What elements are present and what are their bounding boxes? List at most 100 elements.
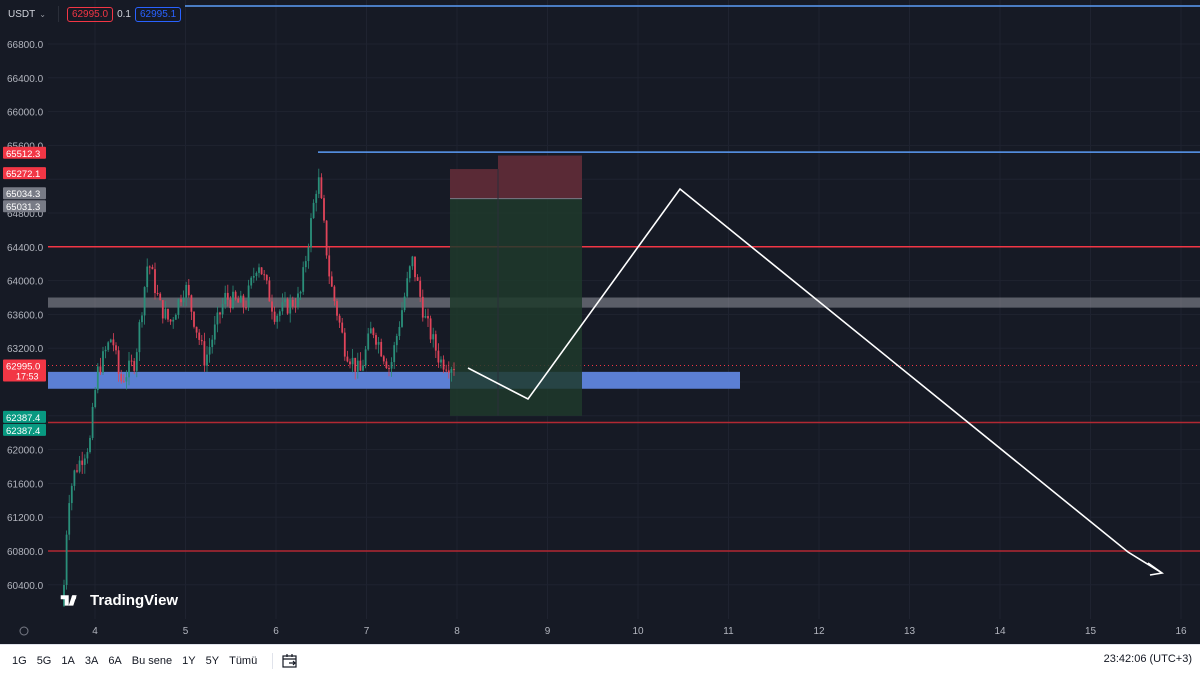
candle-body xyxy=(94,390,97,408)
sell-price-button[interactable]: 62995.0 xyxy=(66,6,114,22)
candle-body xyxy=(203,341,206,366)
stop-loss-area xyxy=(450,169,498,199)
candle-body xyxy=(393,345,396,363)
candle-body xyxy=(372,328,375,336)
price-label-box xyxy=(3,200,46,213)
time-tick-label: 16 xyxy=(1175,626,1187,637)
candle-body xyxy=(304,261,307,268)
price-label-text: 65272.1 xyxy=(6,169,40,180)
candle-body xyxy=(421,296,424,318)
candle-body xyxy=(302,267,305,292)
candle-body xyxy=(416,277,419,281)
candle-body xyxy=(398,326,401,337)
timeframe-button[interactable]: 1G xyxy=(12,654,27,667)
candle-body xyxy=(388,368,390,370)
timeframe-button[interactable]: 6A xyxy=(108,654,122,667)
candle-body xyxy=(193,311,195,327)
candle-body xyxy=(99,366,102,373)
timeframe-button[interactable]: 1Y xyxy=(182,654,196,667)
candle-body xyxy=(221,304,224,315)
price-label-box xyxy=(3,187,46,200)
candle-body xyxy=(81,460,84,465)
price-tick-label: 64000.0 xyxy=(7,277,44,288)
candle-body xyxy=(408,266,411,279)
time-tick-label: 14 xyxy=(994,626,1006,637)
candle-body xyxy=(354,357,357,372)
take-profit-area xyxy=(450,198,582,416)
candle-body xyxy=(206,354,208,366)
candle-body xyxy=(164,308,167,319)
settings-icon xyxy=(19,626,29,636)
symbol-selector[interactable]: USDT ⌄ xyxy=(4,7,50,22)
candle-body xyxy=(271,301,273,312)
candle-body xyxy=(104,349,107,352)
price-label-box xyxy=(3,423,46,436)
candle-body xyxy=(117,350,120,374)
price-labels: 65512.3 65272.1 65034.3 65031.3 62995.017:53… xyxy=(3,146,46,437)
candle-body xyxy=(161,300,164,319)
candle-body xyxy=(325,220,328,256)
short-position-tool xyxy=(450,155,582,416)
candle-body xyxy=(424,316,427,318)
timeframe-button[interactable]: 5G xyxy=(36,654,52,667)
buy-price-button[interactable]: 62995.1 xyxy=(135,6,182,22)
price-tick-label: 63200.0 xyxy=(7,344,44,355)
timeframe-button[interactable]: 1A xyxy=(61,654,75,667)
candle-body xyxy=(411,256,414,267)
candle-body xyxy=(395,336,398,346)
time-tick-label: 6 xyxy=(273,626,279,637)
candle-body xyxy=(120,373,123,382)
candle-body xyxy=(151,267,154,270)
price-chart[interactable]: 66800.066400.066000.065600.064800.064400… xyxy=(0,0,1200,644)
candle-body xyxy=(234,291,237,299)
price-tick-label: 63600.0 xyxy=(7,310,44,321)
candle-body xyxy=(434,334,437,351)
candle-body xyxy=(216,312,219,325)
candle-body xyxy=(369,328,372,334)
candle-body xyxy=(380,341,383,357)
candle-body xyxy=(182,297,185,303)
candle-body xyxy=(174,314,177,320)
candle-body xyxy=(76,470,78,472)
candle-body xyxy=(336,301,338,316)
candle-body xyxy=(375,335,377,345)
candle-body xyxy=(154,269,156,294)
candle-body xyxy=(102,351,104,373)
support-zone xyxy=(48,371,740,389)
candle-body xyxy=(187,284,190,296)
top-toolbar: USDT ⌄ 62995.0 0.1 62995.1 xyxy=(0,4,182,24)
bottom-toolbar: 1G 5G 1A 3A 6A Bu sene 1Y 5Y Tümü 23:42:06 (UTC+… xyxy=(0,644,1200,676)
candle-body xyxy=(437,350,440,363)
candle-body xyxy=(226,292,229,300)
candle-body xyxy=(414,256,416,278)
timeframe-button[interactable]: 3A xyxy=(84,654,99,667)
candle-body xyxy=(115,345,117,351)
timeframe-button[interactable]: Bu sene xyxy=(131,654,173,667)
price-zones xyxy=(48,297,1200,389)
time-tick-label: 12 xyxy=(813,626,825,637)
candle-body xyxy=(65,534,68,585)
candle-body xyxy=(299,291,302,294)
clock[interactable]: 23:42:06 (UTC+3) xyxy=(1103,653,1192,665)
price-label-text: 62387.4 xyxy=(6,413,40,424)
timeframe-button[interactable]: 5Y xyxy=(205,654,220,667)
candle-body xyxy=(320,177,323,199)
candle-body xyxy=(200,339,203,342)
candle-body xyxy=(247,285,250,308)
candle-body xyxy=(403,296,406,311)
candle-body xyxy=(312,202,315,219)
price-label-text: 65034.3 xyxy=(6,189,40,200)
candle-body xyxy=(328,255,331,277)
candle-body xyxy=(125,377,128,382)
time-tick-label: 13 xyxy=(904,626,916,637)
timeframe-button[interactable]: Tümü xyxy=(229,654,258,667)
chevron-down-icon: ⌄ xyxy=(39,9,46,19)
candle-body xyxy=(450,369,453,373)
candle-body xyxy=(268,280,271,302)
candle-body xyxy=(146,266,149,288)
date-range-icon[interactable] xyxy=(281,652,299,670)
candle-body xyxy=(278,311,281,316)
price-tick-label: 64400.0 xyxy=(7,243,44,254)
candle-body xyxy=(177,299,180,315)
candle-body xyxy=(317,177,320,194)
